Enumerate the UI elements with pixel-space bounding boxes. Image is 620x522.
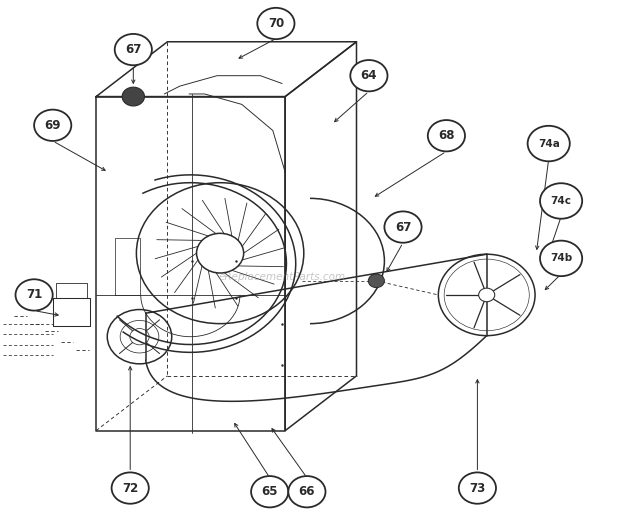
Circle shape [16, 279, 53, 311]
Text: 74a: 74a [538, 138, 560, 149]
Circle shape [251, 476, 288, 507]
Text: 71: 71 [26, 289, 42, 301]
Circle shape [257, 8, 294, 39]
Text: 66: 66 [299, 485, 315, 498]
Text: 68: 68 [438, 129, 454, 142]
Circle shape [122, 87, 144, 106]
Circle shape [384, 211, 422, 243]
Text: 69: 69 [45, 119, 61, 132]
Circle shape [528, 126, 570, 161]
Text: 67: 67 [125, 43, 141, 56]
Text: 73: 73 [469, 482, 485, 494]
Circle shape [112, 472, 149, 504]
Text: 74b: 74b [550, 253, 572, 264]
Text: 74c: 74c [551, 196, 572, 206]
Text: 64: 64 [361, 69, 377, 82]
Circle shape [34, 110, 71, 141]
Text: eReplacementParts.com: eReplacementParts.com [218, 271, 346, 282]
Circle shape [115, 34, 152, 65]
Circle shape [428, 120, 465, 151]
Text: 65: 65 [262, 485, 278, 498]
Circle shape [368, 274, 384, 288]
Text: 67: 67 [395, 221, 411, 233]
Circle shape [479, 288, 495, 302]
Text: 72: 72 [122, 482, 138, 494]
Circle shape [350, 60, 388, 91]
Circle shape [540, 241, 582, 276]
Circle shape [459, 472, 496, 504]
Circle shape [288, 476, 326, 507]
Circle shape [540, 183, 582, 219]
Text: 70: 70 [268, 17, 284, 30]
